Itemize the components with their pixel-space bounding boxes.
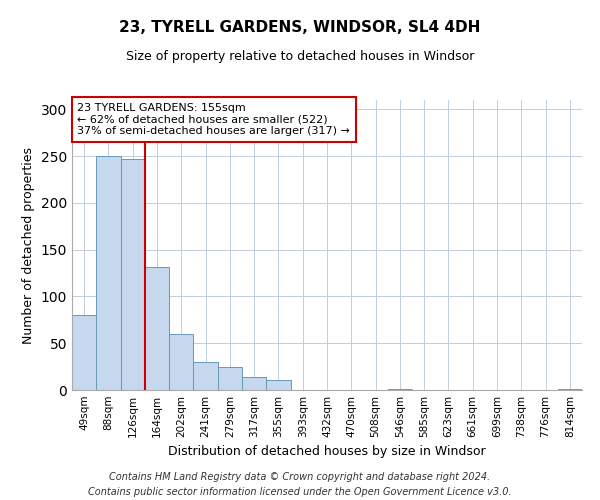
Bar: [72, 315, 96, 390]
Text: Size of property relative to detached houses in Windsor: Size of property relative to detached ho…: [126, 50, 474, 63]
Text: Contains HM Land Registry data © Crown copyright and database right 2024.: Contains HM Land Registry data © Crown c…: [109, 472, 491, 482]
Bar: [121, 159, 145, 390]
Bar: [388, 389, 412, 390]
Bar: [145, 266, 169, 390]
Bar: [169, 334, 193, 390]
Bar: [558, 389, 582, 390]
Bar: [218, 366, 242, 390]
Y-axis label: Number of detached properties: Number of detached properties: [22, 146, 35, 344]
X-axis label: Distribution of detached houses by size in Windsor: Distribution of detached houses by size …: [168, 446, 486, 458]
Bar: [193, 362, 218, 390]
Bar: [266, 380, 290, 390]
Text: 23 TYRELL GARDENS: 155sqm
← 62% of detached houses are smaller (522)
37% of semi: 23 TYRELL GARDENS: 155sqm ← 62% of detac…: [77, 103, 350, 136]
Text: 23, TYRELL GARDENS, WINDSOR, SL4 4DH: 23, TYRELL GARDENS, WINDSOR, SL4 4DH: [119, 20, 481, 35]
Text: Contains public sector information licensed under the Open Government Licence v3: Contains public sector information licen…: [88, 487, 512, 497]
Bar: [242, 377, 266, 390]
Bar: [96, 156, 121, 390]
